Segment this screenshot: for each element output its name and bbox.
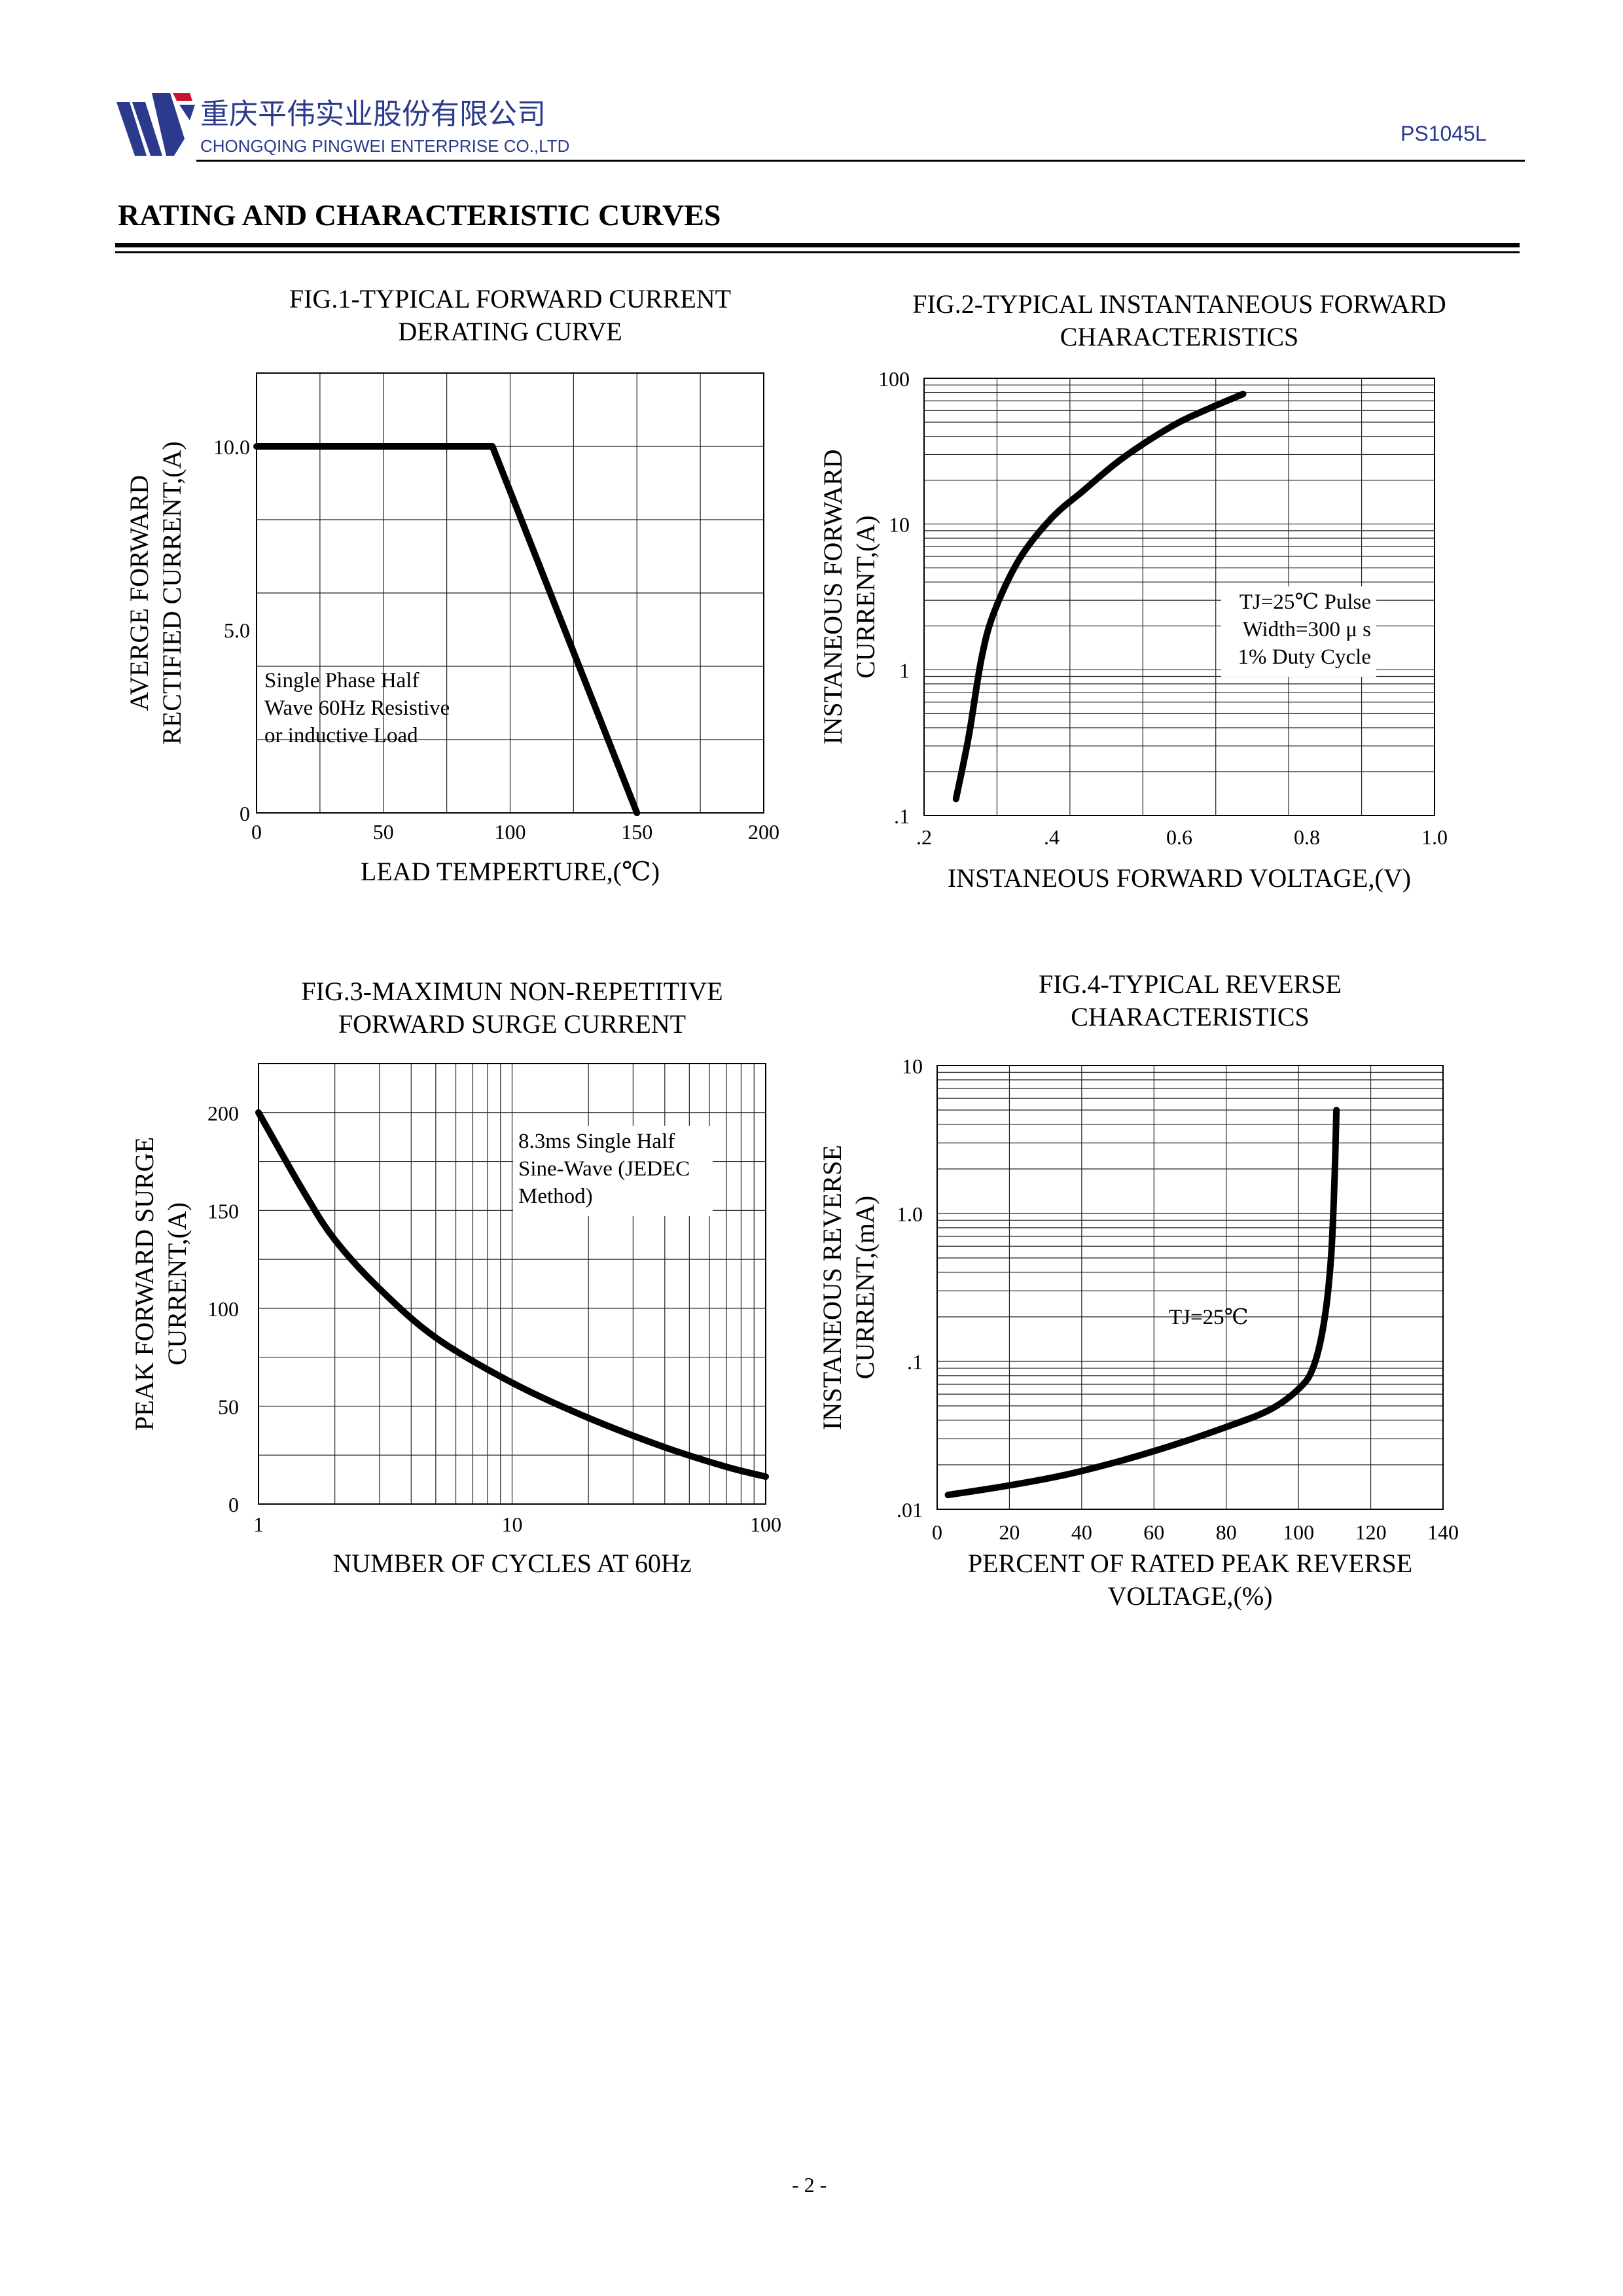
x-axis-label: VOLTAGE,(%) (1108, 1581, 1273, 1611)
header: 重庆平伟实业股份有限公司 CHONGQING PINGWEI ENTERPRIS… (0, 0, 1623, 170)
y-axis-label: CURRENT,(A) (162, 1202, 192, 1365)
y-tick-label: 150 (207, 1199, 239, 1223)
y-tick-label: 100 (878, 367, 910, 391)
x-tick-label: 100 (750, 1513, 781, 1536)
x-axis-label: LEAD TEMPERTURE,(℃) (361, 857, 660, 886)
x-tick-label: 120 (1355, 1520, 1387, 1544)
x-tick-label: 20 (999, 1520, 1020, 1544)
x-tick-label: 0 (932, 1520, 942, 1544)
x-tick-label: 1 (253, 1513, 264, 1536)
y-axis-label: INSTANEOUS REVERSE (817, 1145, 847, 1430)
part-number: PS1045L (1400, 122, 1487, 145)
y-tick-label: 200 (207, 1102, 239, 1125)
x-tick-label: 140 (1427, 1520, 1459, 1544)
y-axis-label: CURRENT,(A) (851, 515, 880, 678)
x-tick-label: 80 (1216, 1520, 1237, 1544)
plot-frame (256, 372, 764, 814)
chart-title: CHARACTERISTICS (1071, 1002, 1310, 1031)
plot-frame (936, 1065, 1444, 1510)
annotation-text: or inductive Load (264, 724, 418, 747)
chart-title: FIG.3-MAXIMUN NON-REPETITIVE (301, 977, 722, 1006)
y-tick-label: 10 (902, 1054, 923, 1078)
x-tick-label: 100 (1283, 1520, 1314, 1544)
annotation-text: TJ=25℃ Pulse (1240, 590, 1371, 614)
plot-frame (258, 1063, 766, 1505)
chart-title: FIG.1-TYPICAL FORWARD CURRENT (289, 284, 731, 314)
company-name-en: CHONGQING PINGWEI ENTERPRISE CO.,LTD (200, 136, 570, 156)
section-title: RATING AND CHARACTERISTIC CURVES (118, 198, 721, 232)
x-tick-label: 0 (251, 820, 262, 844)
chart-title: DERATING CURVE (398, 317, 622, 346)
y-tick-label: .1 (907, 1350, 923, 1374)
company-name-cn: 重庆平伟实业股份有限公司 (200, 98, 546, 131)
annotation-text: Method) (518, 1185, 593, 1208)
chart-title: CHARACTERISTICS (1060, 322, 1299, 351)
y-tick-label: 0 (228, 1493, 239, 1516)
y-tick-label: 50 (218, 1395, 239, 1418)
section-rule-thin (115, 251, 1520, 253)
y-tick-label: 0 (240, 802, 250, 825)
x-tick-label: 100 (495, 820, 526, 844)
y-tick-label: 10.0 (213, 435, 250, 459)
y-tick-label: .01 (897, 1498, 923, 1522)
x-tick-label: 50 (373, 820, 394, 844)
x-tick-label: 10 (502, 1513, 523, 1536)
x-tick-label: 150 (621, 820, 652, 844)
annotation-text: Wave 60Hz Resistive (264, 696, 450, 720)
x-axis-label: NUMBER OF CYCLES AT 60Hz (332, 1549, 691, 1578)
annotation-background (1221, 586, 1376, 677)
series-line (944, 1107, 1340, 1499)
y-tick-label: 10 (889, 513, 910, 537)
x-tick-label: 200 (748, 820, 779, 844)
y-axis-label: CURRENT,(mA) (850, 1196, 880, 1379)
x-tick-label: .4 (1044, 825, 1060, 849)
y-axis-label: INSTANEOUS FORWARD (818, 449, 847, 744)
plot-frame (923, 378, 1435, 816)
y-tick-label: 5.0 (224, 619, 250, 642)
annotation-background (513, 1126, 713, 1216)
x-axis-label: INSTANEOUS FORWARD VOLTAGE,(V) (948, 863, 1411, 893)
annotation-text: 1% Duty Cycle (1238, 645, 1371, 669)
pingwei-logo-icon (116, 93, 195, 156)
annotation-text: Single Phase Half (264, 669, 419, 692)
page-number: - 2 - (792, 2173, 827, 2197)
x-axis-label: PERCENT OF RATED PEAK REVERSE (968, 1549, 1412, 1578)
annotation-text: TJ=25℃ (1169, 1306, 1249, 1329)
y-tick-label: 100 (207, 1297, 239, 1321)
chart-title: FIG.4-TYPICAL REVERSE (1039, 969, 1342, 999)
annotation-text: 8.3ms Single Half (518, 1130, 675, 1153)
x-tick-label: .2 (916, 825, 932, 849)
annotation-text: Width=300 μ s (1243, 618, 1371, 641)
series-line (255, 1109, 769, 1480)
series-line (253, 443, 641, 816)
section-rule-thick (115, 243, 1520, 247)
x-tick-label: 40 (1071, 1520, 1092, 1544)
x-tick-label: 1.0 (1421, 825, 1448, 849)
x-tick-label: 0.8 (1294, 825, 1320, 849)
annotation-text: Sine-Wave (JEDEC (518, 1157, 690, 1181)
y-axis-label: PEAK FORWARD SURGE (130, 1137, 159, 1431)
chart-title: FORWARD SURGE CURRENT (338, 1009, 686, 1039)
y-axis-label: AVERGE FORWARD (124, 475, 154, 711)
y-tick-label: 1 (899, 658, 910, 682)
y-tick-label: 1.0 (897, 1202, 923, 1226)
chart-title: FIG.2-TYPICAL INSTANTANEOUS FORWARD (912, 289, 1446, 319)
y-tick-label: .1 (894, 804, 910, 828)
x-tick-label: 0.6 (1166, 825, 1192, 849)
series-line (952, 391, 1247, 802)
y-axis-label: RECTIFIED CURRENT,(A) (157, 441, 187, 745)
header-divider (196, 160, 1525, 162)
x-tick-label: 60 (1143, 1520, 1164, 1544)
